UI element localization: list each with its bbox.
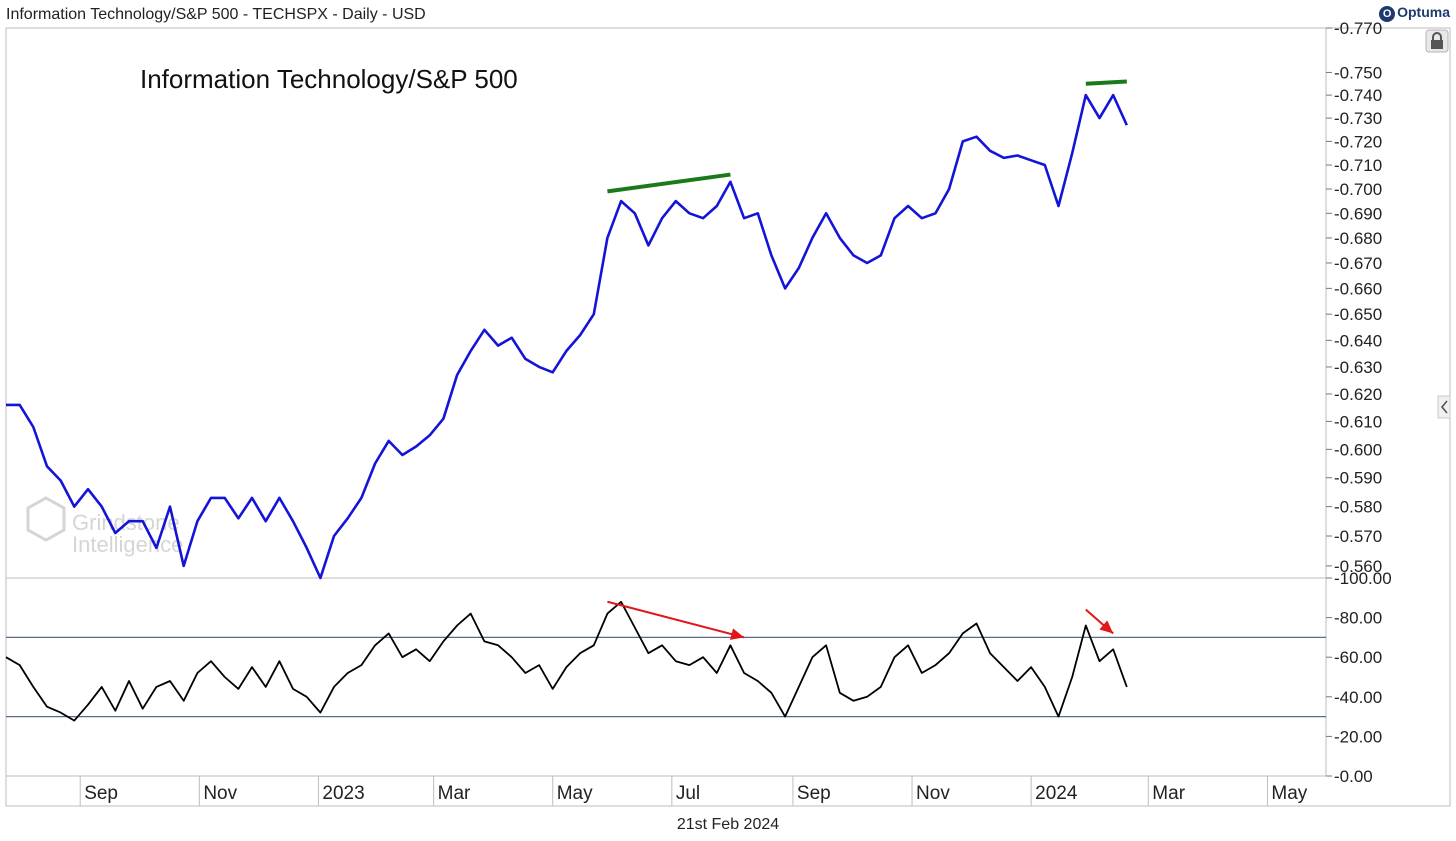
oscillator-pane (5, 600, 1128, 722)
oscillator-bands (6, 636, 1326, 718)
price-tick-label: -0.620 (1334, 385, 1382, 404)
price-tick-label: -0.770 (1334, 19, 1382, 38)
price-series-line (6, 93, 1128, 580)
price-tick-label: -0.730 (1334, 109, 1382, 128)
price-tick-label: -0.750 (1334, 63, 1382, 82)
x-tick-label: May (557, 783, 593, 804)
price-tick-label: -0.590 (1334, 469, 1382, 488)
x-tick-label: Sep (84, 783, 118, 804)
date-x-axis: Sep Nov 2023 Mar May Jul Sep Nov 2024 Mar May (79, 776, 1308, 806)
price-tick-label: -0.560 (1334, 557, 1382, 576)
x-tick-label: Nov (203, 783, 237, 804)
price-tick-label: -0.740 (1334, 86, 1382, 105)
divergence-arrowhead-icon (730, 628, 745, 640)
chart-frame (5, 27, 1451, 807)
footer-date: 21st Feb 2024 (676, 816, 780, 833)
annotations (607, 79, 1127, 640)
optuma-logo-icon: O (1379, 6, 1396, 22)
collapse-panel-button[interactable] (1437, 395, 1451, 419)
watermark: Grindstone Intelligence (26, 496, 183, 557)
price-tick-label: -0.600 (1334, 440, 1382, 459)
price-tick-label: -0.670 (1334, 254, 1382, 273)
chevron-left-icon (1440, 400, 1448, 414)
divergence-arrow-line (607, 600, 745, 639)
price-tick-label: -0.690 (1334, 204, 1382, 223)
oscillator-y-axis: -100.00 -80.00 -60.00 -40.00 -20.00 -0.00 (1326, 569, 1392, 786)
price-tick-label: -0.640 (1334, 331, 1382, 350)
x-tick-label: May (1271, 783, 1307, 804)
oscillator-tick-label: -80.00 (1334, 609, 1382, 628)
x-tick-label: Mar (1152, 783, 1185, 804)
price-tick-label: -0.680 (1334, 229, 1382, 248)
oscillator-tick-label: -60.00 (1334, 648, 1382, 667)
oscillator-tick-label: -100.00 (1334, 569, 1392, 588)
price-tick-label: -0.660 (1334, 279, 1382, 298)
price-tick-label: -0.710 (1334, 156, 1382, 175)
x-tick-label: 2024 (1035, 783, 1078, 804)
chart-title: Information Technology/S&P 500 (140, 64, 518, 94)
x-tick-label: Mar (438, 783, 471, 804)
price-y-axis: -0.770 -0.750 -0.740 -0.730 -0.720 -0.710 -0.7… (1326, 19, 1382, 576)
oscillator-tick-label: -40.00 (1334, 688, 1382, 707)
price-tick-label: -0.570 (1334, 527, 1382, 546)
brand-name: Optuma (1397, 4, 1450, 20)
x-tick-label: Sep (797, 783, 831, 804)
oscillator-series-line (5, 600, 1128, 722)
oscillator-tick-label: -20.00 (1334, 727, 1382, 746)
lock-icon (1431, 40, 1443, 49)
price-tick-label: -0.700 (1334, 180, 1382, 199)
x-tick-label: Nov (916, 783, 950, 804)
price-tick-label: -0.580 (1334, 498, 1382, 517)
brand-logo: O Optuma (1379, 4, 1450, 22)
divergence-arrowhead-icon (1099, 620, 1114, 634)
price-pane (5, 93, 1128, 580)
x-tick-label: 2023 (322, 783, 364, 804)
lock-button[interactable] (1425, 29, 1449, 53)
watermark-hex-icon (26, 496, 66, 542)
price-tick-label: -0.630 (1334, 358, 1382, 377)
resistance-trendline (1085, 79, 1127, 86)
price-tick-label: -0.610 (1334, 412, 1382, 431)
resistance-trendline (607, 172, 731, 194)
price-tick-label: -0.720 (1334, 132, 1382, 151)
price-tick-label: -0.650 (1334, 305, 1382, 324)
chart-header: Information Technology/S&P 500 - TECHSPX… (6, 6, 426, 23)
watermark-line2: Intelligence (72, 532, 183, 557)
oscillator-tick-label: -0.00 (1334, 767, 1373, 786)
x-tick-label: Jul (676, 783, 700, 804)
